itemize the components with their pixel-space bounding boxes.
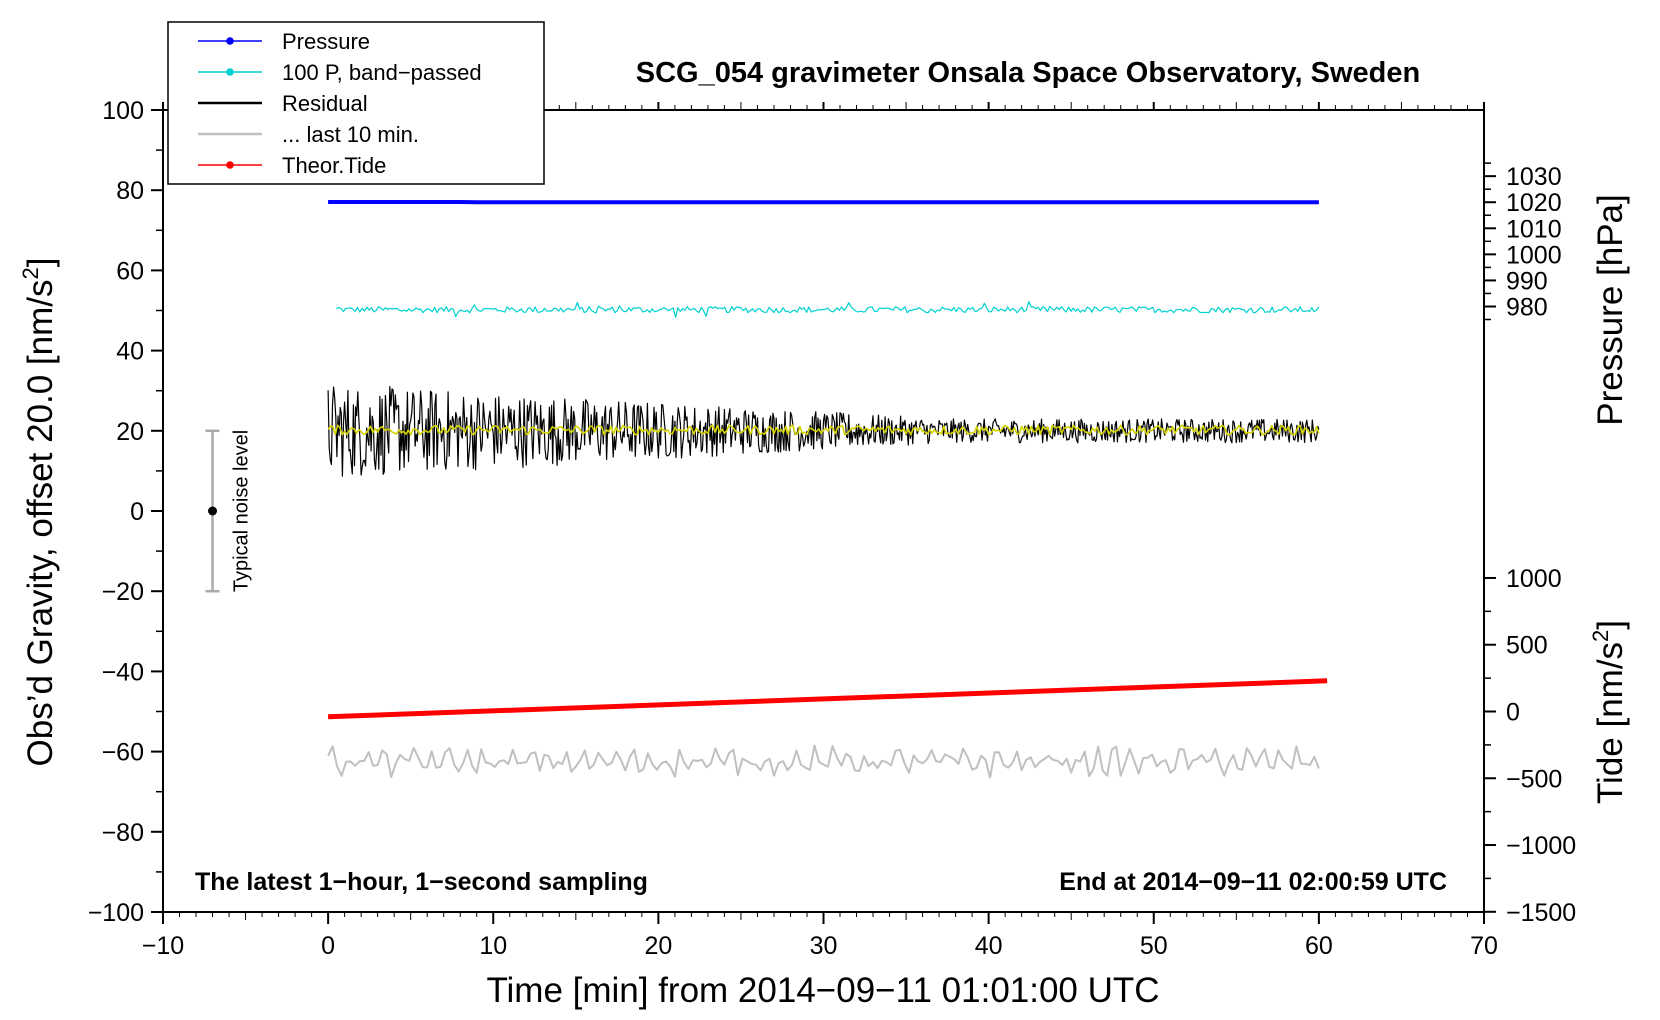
pressure-bandpassed-line [336,300,1320,318]
y-tick-label-left: 60 [116,257,144,285]
x-tick-label: 70 [1470,932,1498,960]
legend-label: Pressure [282,29,370,54]
annotation-bottom-right: End at 2014−09−11 02:00:59 UTC [1059,868,1447,896]
x-tick-label: 50 [1140,932,1168,960]
pressure-tick-label: 1030 [1506,163,1562,191]
y-tick-label-left: 20 [116,418,144,446]
legend-label: Theor.Tide [282,153,386,178]
theor-tide-line [328,678,1328,720]
y-axis-title-left-main: Obs’d Gravity, offset 20.0 [nm/s [21,280,60,767]
legend-marker [226,68,234,76]
x-tick-label: −10 [142,932,184,960]
tide-tick-label: 0 [1506,699,1520,727]
y-tick-label-left: 100 [102,97,144,125]
x-tick-label: 20 [644,932,672,960]
pressure-tick-label: 1020 [1506,189,1562,217]
legend-label: 100 P, band−passed [282,60,482,85]
noise-level-label: Typical noise level [231,430,253,592]
y-tick-label-left: −40 [102,658,144,686]
tide-tick-label: −1500 [1506,899,1576,927]
y-tick-label-left: 80 [116,177,144,205]
y-tick-label-left: −20 [102,578,144,606]
x-axis-title: Time [min] from 2014−09−11 01:01:00 UTC [486,971,1159,1010]
smoothed-residual-line [327,424,1320,436]
plot-frame [162,109,1485,913]
x-tick-label: 0 [321,932,335,960]
tide-tick-label: 1000 [1506,565,1562,593]
data-series [327,200,1328,779]
legend-marker [226,37,234,45]
residual-line [327,386,1320,477]
y-axis-title-left-sup: 2 [18,267,43,279]
y-axis-title-pressure: Pressure [hPa] [1591,194,1630,426]
tide-tick-label: −500 [1506,765,1562,793]
axis-ticks: −10 0 10 20 30 40 50 60 70100806040200−20−40−60−… [88,97,1577,960]
y-tick-label-left: −80 [102,819,144,847]
y-axis-title-left-end: ] [21,258,60,268]
y-axis-title-left: Obs’d Gravity, offset 20.0 [nm/s2] [18,258,60,767]
y-axis-title-tide-end: ] [1591,620,1630,630]
legend-label: ... last 10 min. [282,122,419,147]
legend-label: Residual [282,91,368,116]
chart-title: SCG_054 gravimeter Onsala Space Observat… [636,57,1420,89]
y-tick-label-left: −60 [102,739,144,767]
x-tick-label: 30 [810,932,838,960]
y-tick-label-left: 40 [116,338,144,366]
legend-marker [226,161,234,169]
pressure-tick-label: 1000 [1506,241,1562,269]
y-axis-title-tide-sup: 2 [1588,630,1613,642]
noise-bar: Typical noise level [205,429,253,593]
annotation-bottom-left: The latest 1−hour, 1−second sampling [195,868,648,896]
noise-bar-center-dot [208,506,218,516]
pressure-tick-label: 980 [1506,293,1548,321]
x-tick-label: 40 [975,932,1003,960]
pressure-tick-label: 990 [1506,267,1548,295]
legend: Pressure 100 P, band−passed Residual ... la… [167,21,545,185]
pressure-tick-label: 1010 [1506,215,1562,243]
y-axis-title-tide: Tide [nm/s2] [1588,620,1630,804]
last-10-min-line [327,744,1320,779]
y-tick-label-left: 0 [130,498,144,526]
x-tick-label: 60 [1305,932,1333,960]
tide-tick-label: 500 [1506,632,1548,660]
y-tick-label-left: −100 [88,899,144,927]
x-tick-label: 10 [479,932,507,960]
tide-tick-label: −1000 [1506,832,1576,860]
y-axis-title-tide-main: Tide [nm/s [1591,642,1630,804]
